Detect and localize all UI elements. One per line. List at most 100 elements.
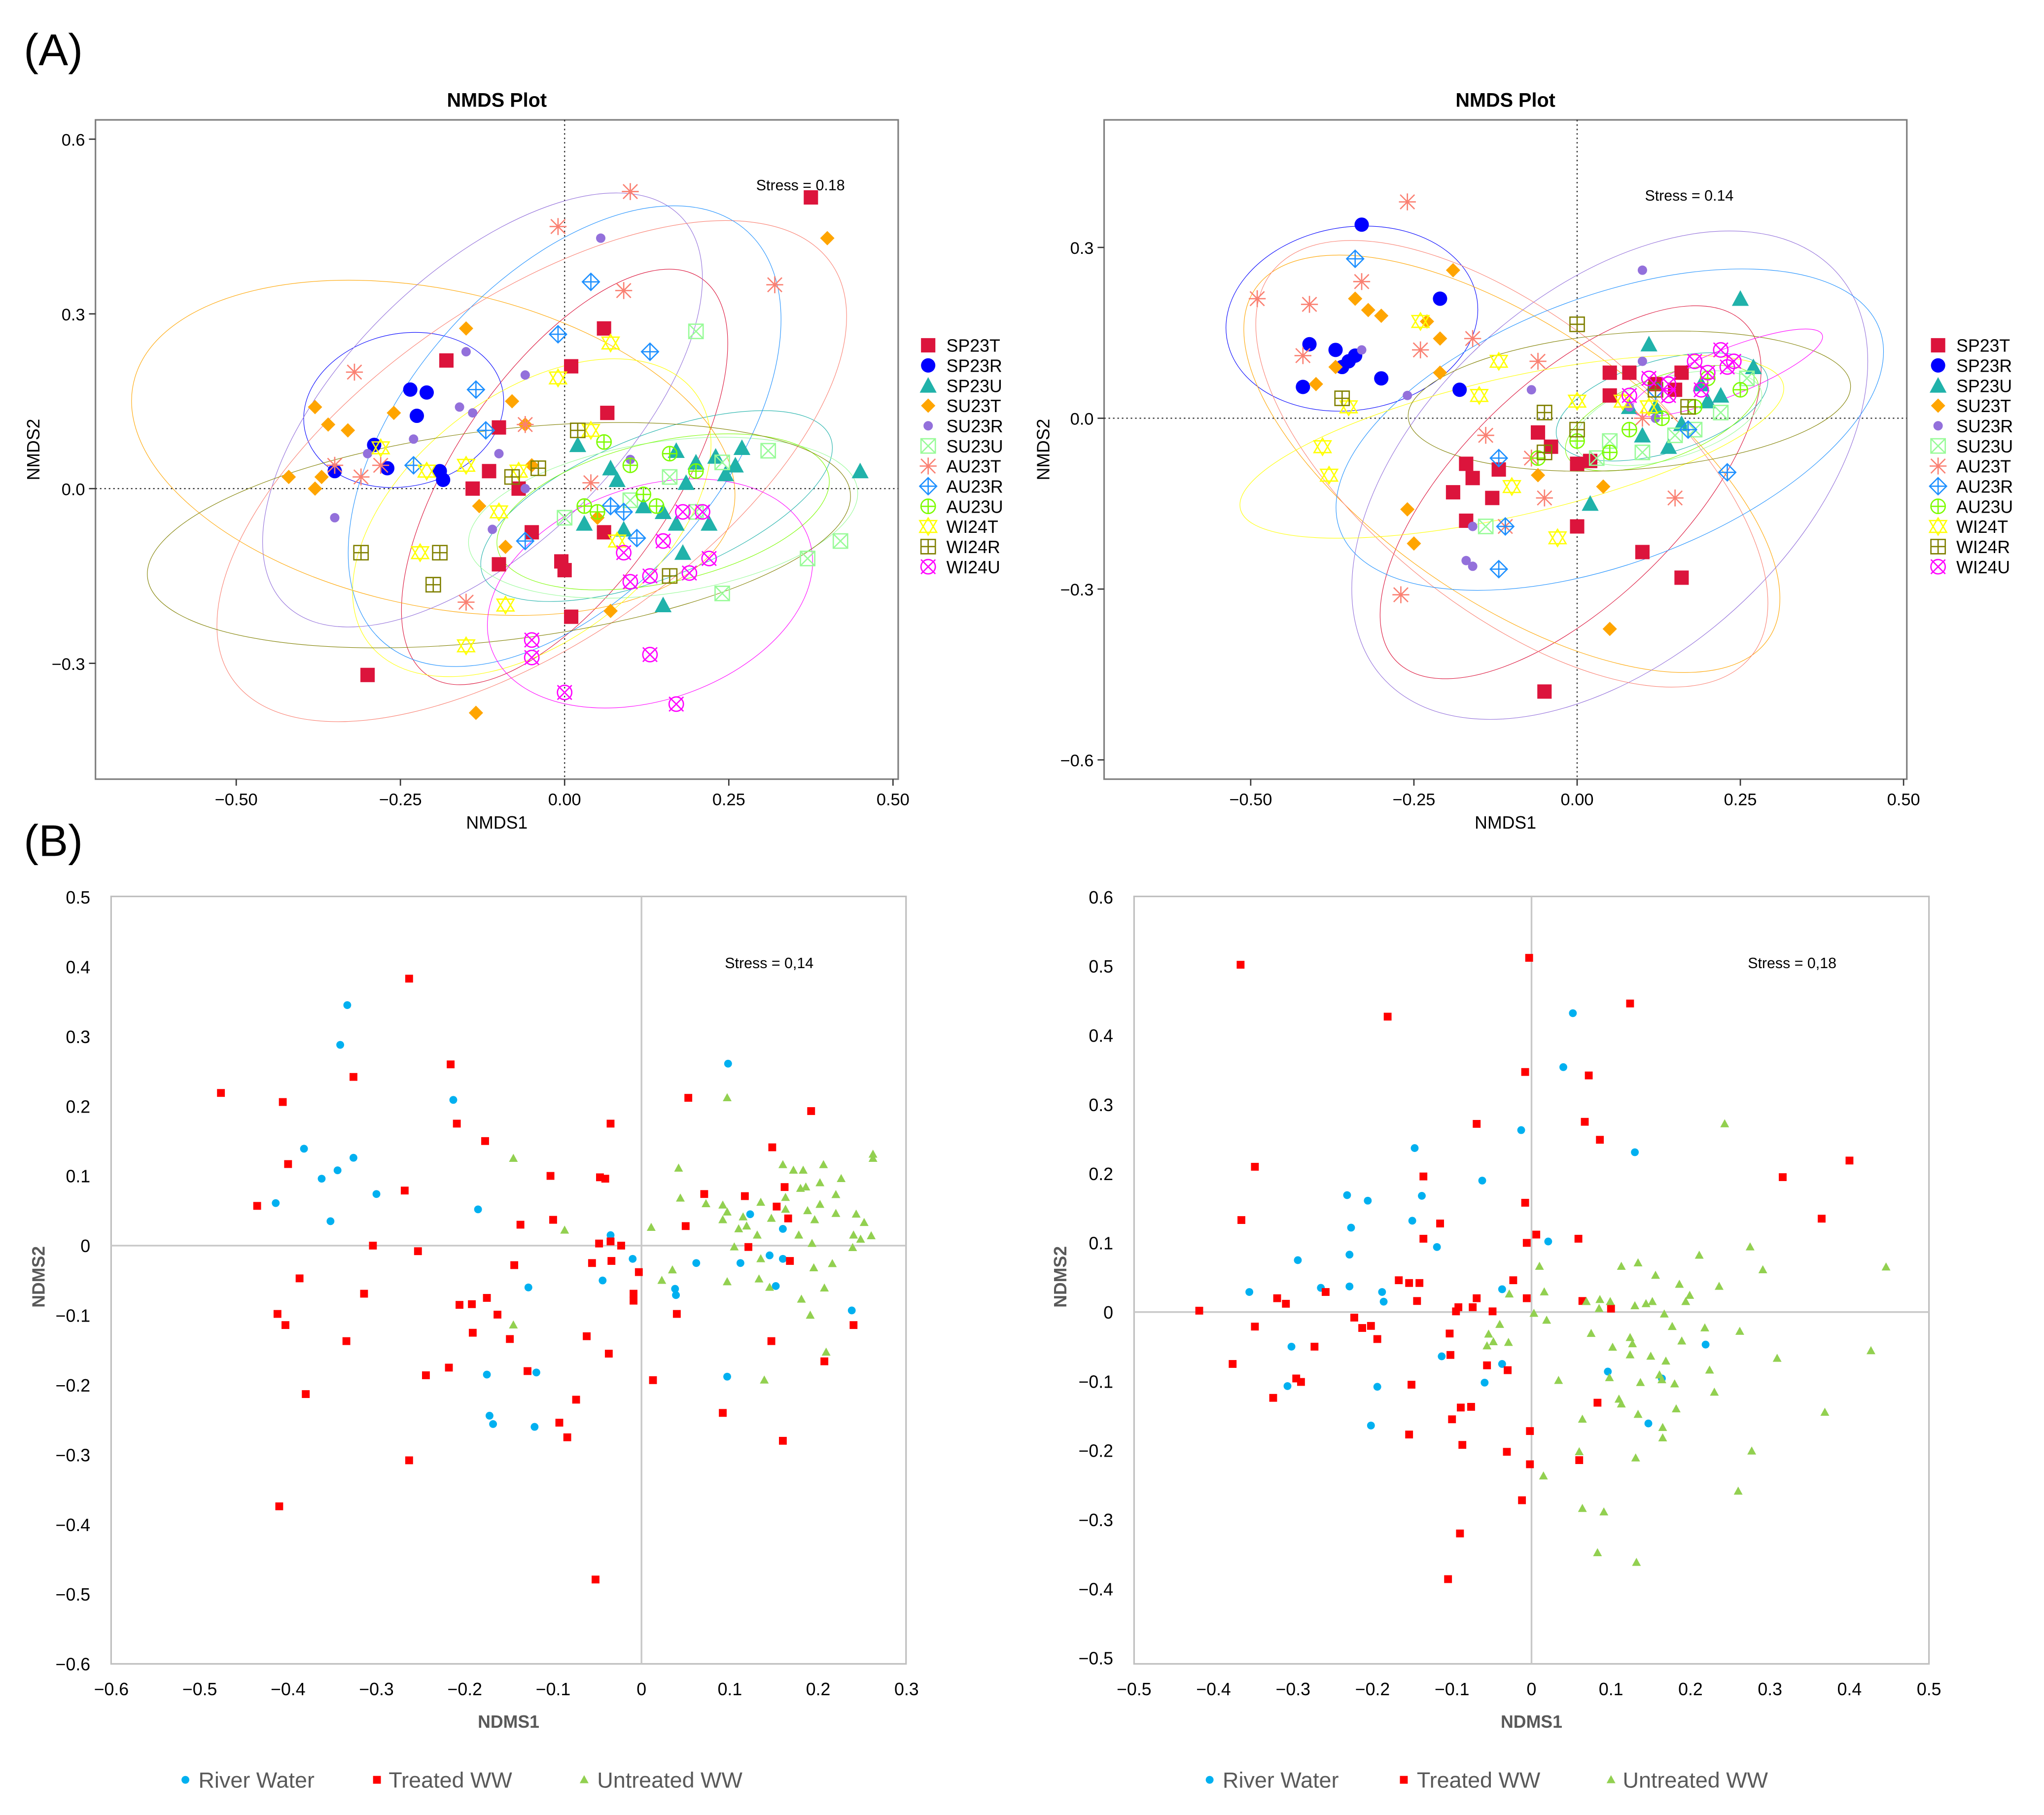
data-point xyxy=(1294,347,1312,364)
data-point xyxy=(409,408,424,423)
dot-shape xyxy=(468,408,478,418)
legend-item-Treated WW: Treated WW xyxy=(1400,1767,1541,1792)
data-point xyxy=(786,1257,794,1265)
data-point xyxy=(336,1041,345,1049)
plus-shape xyxy=(1655,411,1669,426)
data-point xyxy=(1445,263,1460,278)
y-tick-label: −0.5 xyxy=(1079,1649,1113,1669)
data-point xyxy=(768,1143,776,1152)
x-tick-label: −0.50 xyxy=(1229,791,1272,809)
legend-item-AU23U: AU23U xyxy=(920,497,1003,517)
data-point xyxy=(601,1175,609,1183)
ellipse-SP23T xyxy=(337,226,793,728)
cross-shape xyxy=(1589,450,1605,466)
hexagram-shape xyxy=(1548,528,1567,548)
data-point xyxy=(1407,536,1421,551)
triangle-shape xyxy=(602,459,619,476)
diamond-plus-shape xyxy=(640,342,660,361)
data-point xyxy=(646,1222,656,1231)
data-point xyxy=(765,1283,775,1291)
data-point xyxy=(1713,342,1729,358)
data-point xyxy=(756,1197,766,1206)
cross-shape xyxy=(1602,433,1618,449)
data-point xyxy=(742,1221,751,1230)
data-point xyxy=(867,1231,876,1239)
data-point xyxy=(724,1059,732,1068)
x-tick-label: −0.4 xyxy=(271,1679,305,1699)
diamond-shape xyxy=(1348,291,1363,306)
legend-item-SU23R: SU23R xyxy=(1933,417,2013,436)
data-point xyxy=(520,484,530,493)
x-tick-label: −0.1 xyxy=(536,1679,570,1699)
data-point xyxy=(718,1215,728,1223)
data-point xyxy=(1313,437,1333,457)
diamond-plus-shape xyxy=(1489,559,1509,579)
data-point xyxy=(279,1098,287,1106)
asterisk-shape xyxy=(582,474,599,491)
data-point xyxy=(456,455,476,475)
data-point xyxy=(400,1187,409,1195)
data-point xyxy=(353,545,369,561)
triangle-shape xyxy=(668,515,685,531)
diamond-shape xyxy=(387,406,401,420)
y-tick-label: 0.2 xyxy=(1089,1164,1113,1184)
square-shape xyxy=(1485,490,1500,505)
data-point xyxy=(695,504,710,520)
data-point xyxy=(616,545,632,561)
data-point xyxy=(1617,1261,1626,1270)
data-point xyxy=(1438,1352,1446,1361)
plus-shape xyxy=(662,446,677,461)
data-point xyxy=(486,1412,493,1420)
x-tick-label: −0.2 xyxy=(1355,1679,1390,1699)
ring-shape xyxy=(524,632,540,648)
legend-marker xyxy=(918,477,938,496)
y-tick-label: −0.5 xyxy=(56,1585,90,1605)
data-point xyxy=(1681,1297,1691,1305)
x-tick-label: 0.2 xyxy=(1678,1679,1703,1699)
data-point xyxy=(1496,517,1515,536)
data-point xyxy=(1575,1456,1584,1465)
data-point xyxy=(668,515,685,531)
hexagram-shape xyxy=(1410,312,1430,331)
data-point xyxy=(1367,1421,1375,1430)
cross-shape xyxy=(1713,342,1728,358)
ellipse-SP23U xyxy=(451,371,862,641)
dot-shape xyxy=(330,513,340,523)
legend-item-Untreated WW: Untreated WW xyxy=(1606,1767,1768,1792)
data-point xyxy=(599,1276,607,1285)
data-point xyxy=(284,1160,292,1168)
legend-item-AU23R: AU23R xyxy=(918,477,1003,497)
legend-marker xyxy=(920,558,936,575)
series-SU23T xyxy=(1308,263,1617,636)
data-point xyxy=(701,515,718,531)
data-point xyxy=(668,1265,677,1274)
series-AU23R xyxy=(404,272,660,551)
data-point xyxy=(654,596,672,613)
data-point xyxy=(1648,1297,1657,1305)
data-point xyxy=(1408,1217,1416,1225)
data-point xyxy=(1345,1282,1354,1291)
x-tick-label: −0.25 xyxy=(379,791,422,809)
data-point xyxy=(1675,1280,1684,1288)
data-point xyxy=(1345,249,1365,269)
legend-marker xyxy=(1929,477,1948,496)
cross-shape xyxy=(616,545,632,560)
box-plus-shape xyxy=(432,545,448,561)
asterisk-shape xyxy=(326,456,344,474)
data-point xyxy=(831,1190,841,1198)
legend-item-WI24R: WI24R xyxy=(920,537,1000,557)
x-tick-label: 0.2 xyxy=(806,1679,831,1699)
data-point xyxy=(736,1259,744,1267)
data-point xyxy=(1503,1448,1511,1456)
hexagram-shape xyxy=(1313,437,1333,457)
data-point xyxy=(1489,351,1509,371)
data-point xyxy=(1567,391,1587,411)
legend-marker xyxy=(1931,338,1945,352)
legend-label: SU23T xyxy=(947,396,1001,416)
data-point xyxy=(849,1230,858,1239)
data-point xyxy=(773,1202,781,1211)
data-point xyxy=(1473,1120,1481,1128)
data-point xyxy=(797,1294,806,1303)
data-point xyxy=(1373,1335,1381,1343)
data-point xyxy=(360,1290,368,1298)
